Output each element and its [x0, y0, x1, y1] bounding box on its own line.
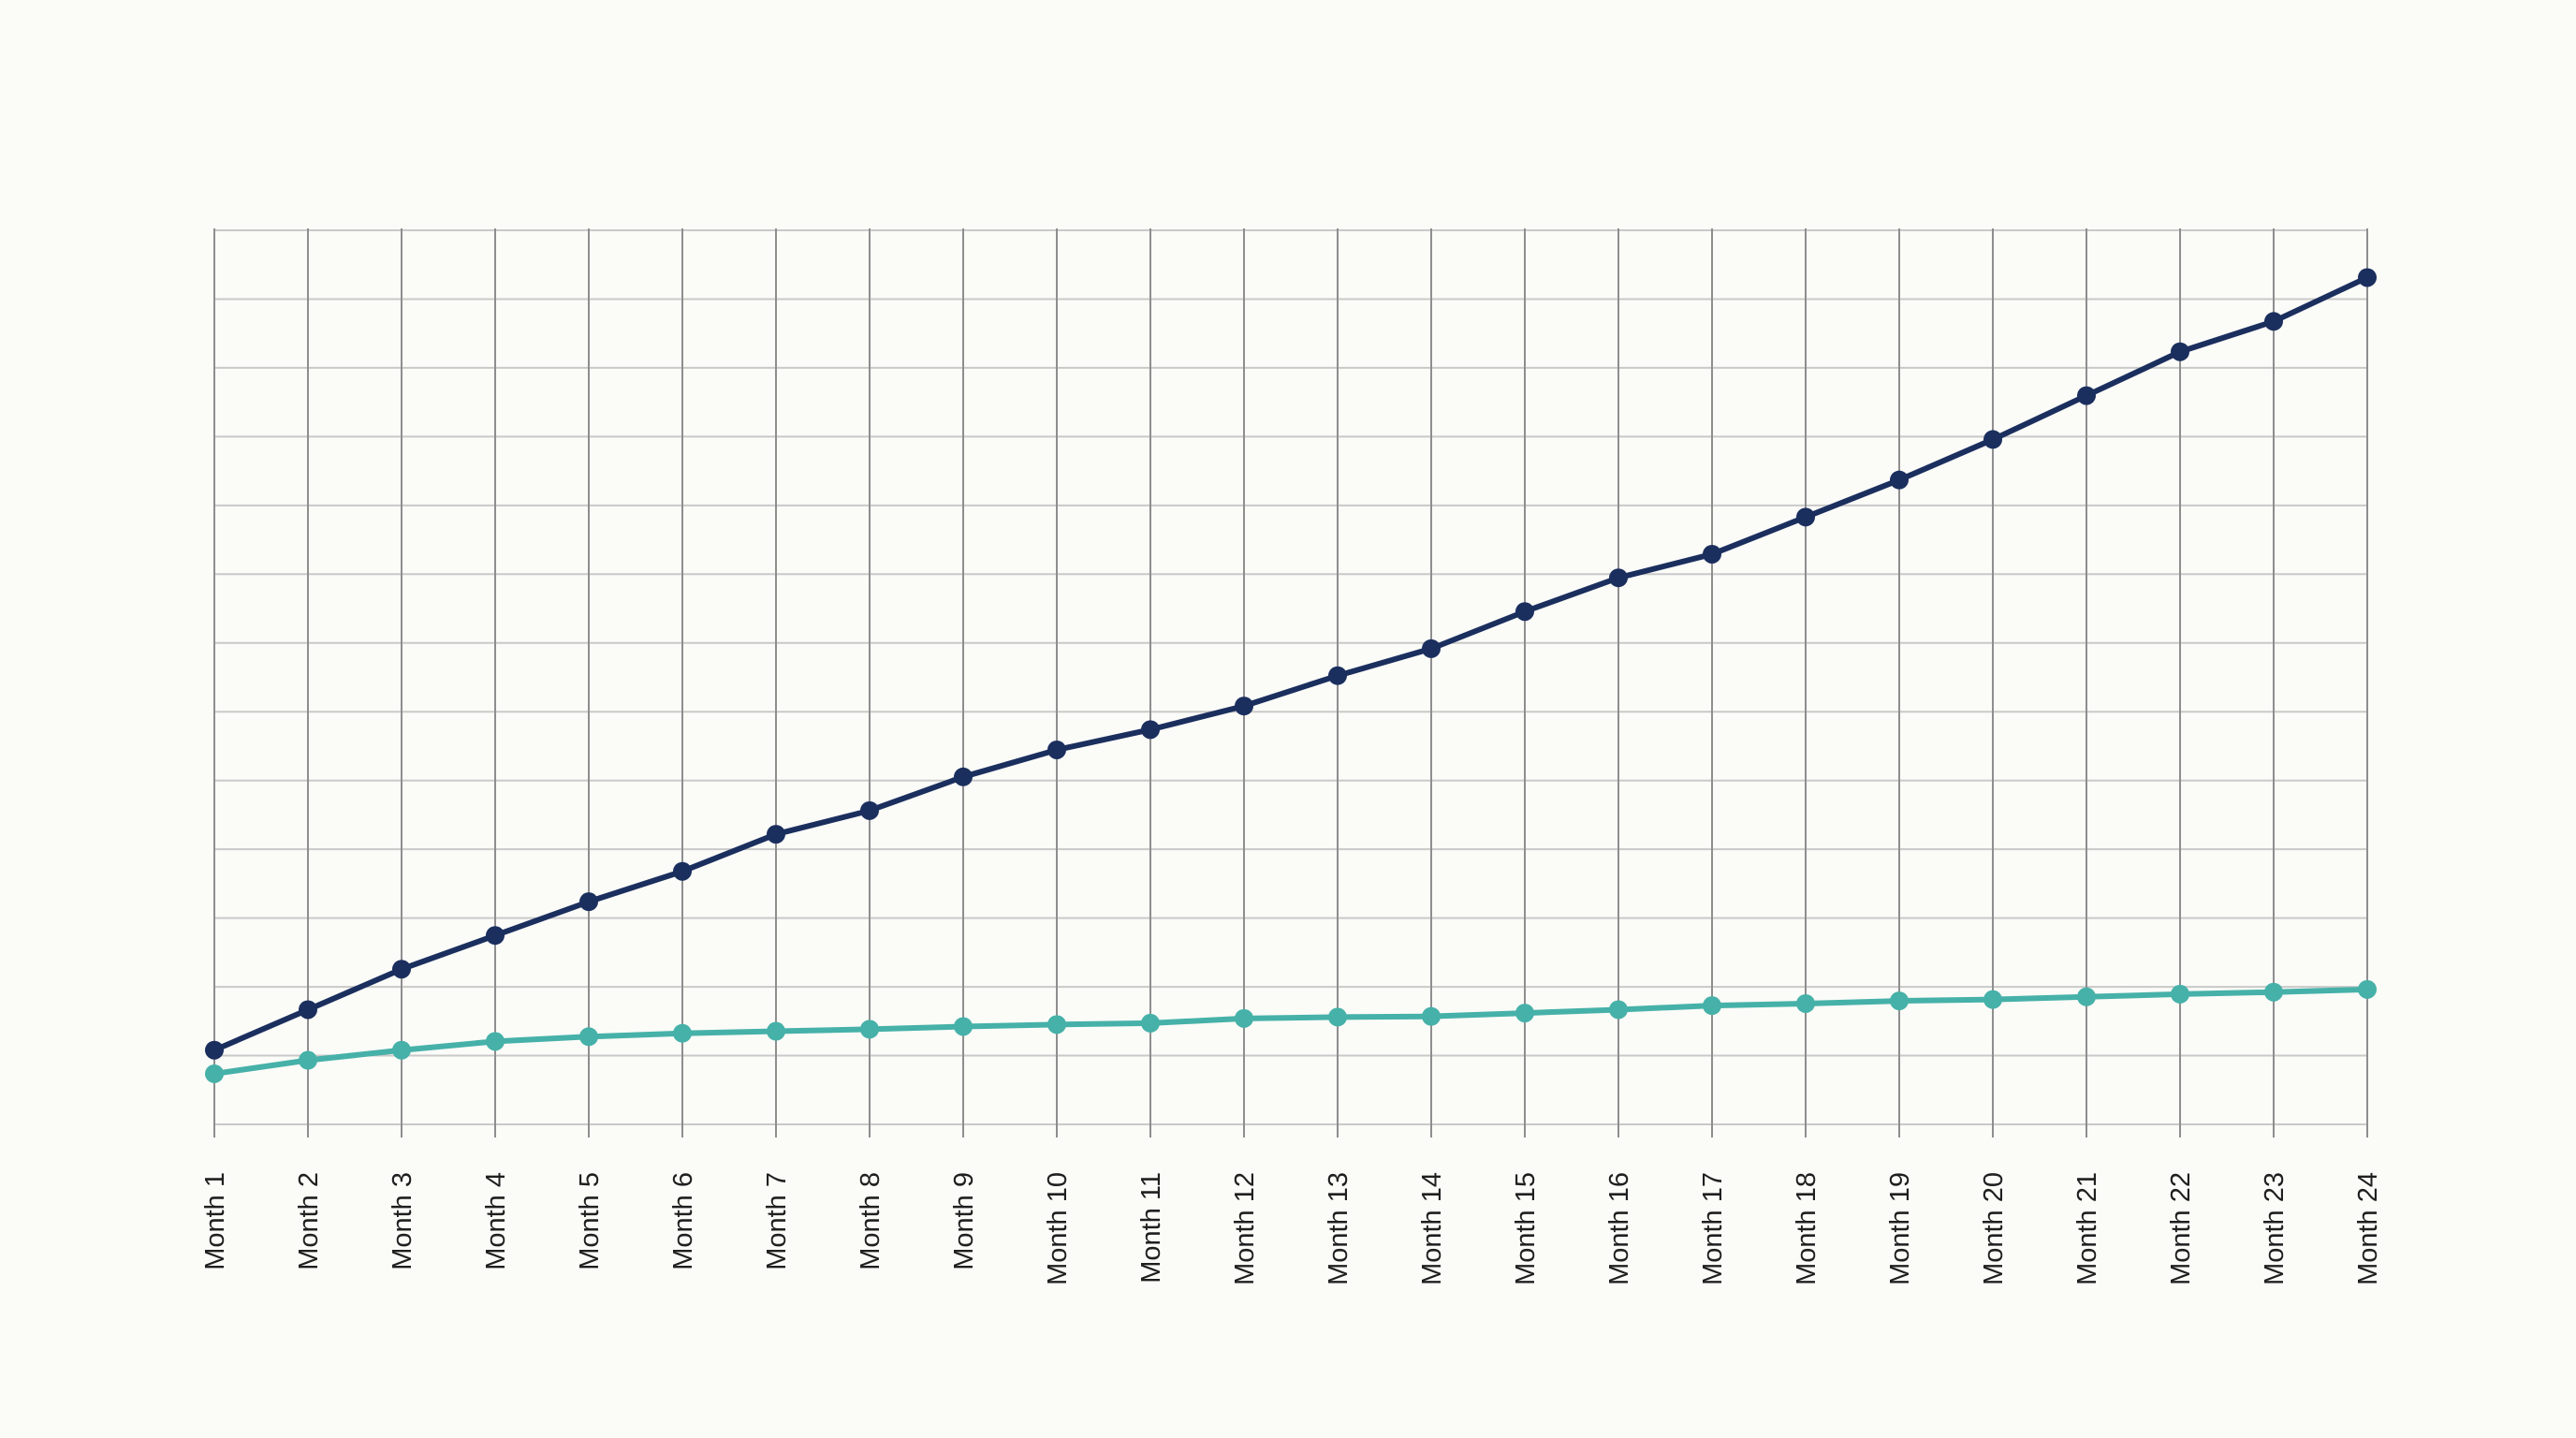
x-tick-label: Month 14 [1417, 1172, 1447, 1285]
series-1-point [2264, 312, 2283, 331]
series-2-point [954, 1017, 973, 1036]
series-2-point [1983, 990, 2002, 1009]
series-1-point [1235, 697, 1253, 716]
x-tick-label: Month 10 [1043, 1172, 1073, 1285]
series-2-point [579, 1027, 598, 1047]
series-2-line [212, 986, 2370, 1077]
x-tick-label: Month 3 [388, 1172, 417, 1270]
series-2-point [1328, 1007, 1347, 1027]
x-tick-label: Month 24 [2353, 1172, 2383, 1285]
vertical-gridlines [213, 228, 2368, 1137]
series-1-point [392, 960, 411, 979]
x-tick-label: Month 17 [1698, 1172, 1728, 1285]
horizontal-gridlines [214, 229, 2367, 1125]
series-1-point [2358, 268, 2377, 287]
series-1-line [212, 274, 2370, 1053]
series-2-point [2171, 984, 2189, 1004]
x-tick-label: Month 22 [2166, 1172, 2196, 1285]
series-2-point [673, 1023, 692, 1043]
series-1-point [860, 800, 879, 820]
series-1-point [673, 861, 692, 881]
series-1-point [767, 825, 785, 844]
series-1-point [1422, 638, 1441, 658]
series-2-point [1609, 1000, 1628, 1020]
series-2-point [299, 1050, 317, 1070]
series-1-point [954, 767, 973, 786]
series-1-point [1983, 430, 2002, 449]
series-2-point [205, 1064, 224, 1083]
series-2-point [860, 1020, 879, 1039]
series-1-point [205, 1040, 224, 1060]
x-tick-label: Month 21 [2072, 1172, 2102, 1285]
series-1-point [1328, 666, 1347, 685]
series-2-point [767, 1021, 785, 1041]
series-2-point [2264, 982, 2283, 1002]
series-2-point [1235, 1008, 1253, 1028]
x-axis-tick-labels: Month 1 Month 2 Month 3 Month 4 Month 5 Month… [200, 1172, 2383, 1285]
x-tick-label: Month 19 [1885, 1172, 1915, 1285]
x-tick-label: Month 20 [1979, 1172, 2009, 1285]
x-tick-label: Month 1 [200, 1172, 230, 1270]
x-tick-label: Month 8 [856, 1172, 886, 1270]
series-lines [212, 274, 2370, 1077]
series-2-point [1703, 996, 1721, 1016]
x-tick-label: Month 2 [294, 1172, 324, 1270]
series-2-point [1515, 1004, 1534, 1023]
series-1-point [299, 1000, 317, 1020]
series-points [205, 268, 2377, 1083]
x-tick-label: Month 16 [1604, 1172, 1634, 1285]
series-1-point [579, 892, 598, 912]
series-2-point [1890, 991, 1909, 1011]
series-2-point [1422, 1006, 1441, 1026]
series-1-point [1047, 740, 1066, 759]
series-2-point [486, 1032, 505, 1051]
series-1-point [2171, 342, 2189, 361]
x-tick-label: Month 9 [949, 1172, 979, 1270]
series-2-point [1047, 1015, 1066, 1034]
x-tick-label: Month 4 [481, 1172, 511, 1270]
series-1-point [1609, 568, 1628, 588]
x-tick-label: Month 13 [1324, 1172, 1354, 1285]
x-tick-label: Month 7 [762, 1172, 792, 1270]
x-tick-label: Month 5 [575, 1172, 605, 1270]
series-1-point [1703, 544, 1721, 564]
series-2-point [1141, 1013, 1160, 1033]
series-2-point [1796, 993, 1815, 1013]
x-tick-label: Month 12 [1230, 1172, 1260, 1285]
x-tick-label: Month 18 [1792, 1172, 1822, 1285]
series-1-point [1890, 470, 1909, 490]
series-1-point [486, 926, 505, 946]
series-1-point [1796, 507, 1815, 527]
series-1-point [1515, 602, 1534, 622]
x-tick-label: Month 6 [668, 1172, 698, 1270]
x-tick-label: Month 15 [1511, 1172, 1541, 1285]
series-1-point [1141, 720, 1160, 740]
x-tick-label: Month 11 [1136, 1172, 1166, 1284]
series-2-point [2358, 979, 2377, 999]
series-2-point [2077, 987, 2096, 1006]
series-2-point [392, 1040, 411, 1060]
x-tick-label: Month 23 [2260, 1172, 2290, 1285]
series-1-point [2077, 386, 2096, 405]
